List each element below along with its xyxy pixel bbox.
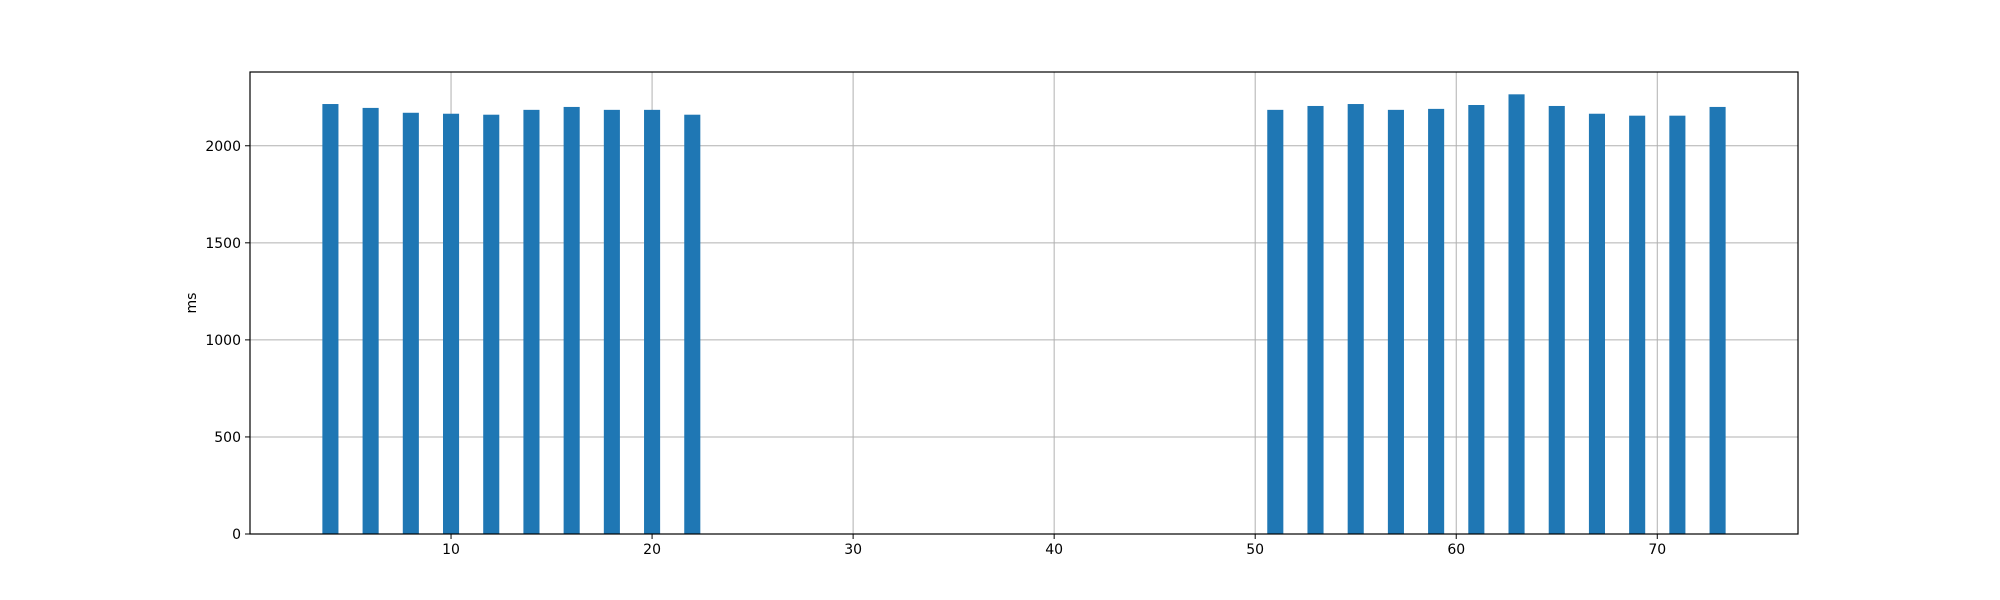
bar-x10 bbox=[442, 113, 460, 534]
bar-x53 bbox=[1307, 105, 1324, 535]
y-tick-label: 2000 bbox=[205, 139, 241, 155]
bar-x51 bbox=[1267, 109, 1284, 535]
bars bbox=[322, 94, 1726, 535]
plot-frame bbox=[249, 71, 1799, 535]
bar-x14 bbox=[523, 109, 540, 535]
x-tick-label: 10 bbox=[442, 542, 460, 558]
bar-x22 bbox=[684, 114, 701, 535]
bar-x57 bbox=[1387, 109, 1404, 535]
axis-ticks: 10 20 30 40 50 60 70 0 500 1000 1500 2000 bbox=[205, 139, 1666, 558]
y-axis-label: ms bbox=[184, 293, 200, 314]
x-tick-label: 30 bbox=[844, 542, 862, 558]
x-tick-label: 60 bbox=[1447, 542, 1465, 558]
x-tick-label: 70 bbox=[1648, 542, 1666, 558]
y-tick-label: 1500 bbox=[205, 236, 241, 252]
y-tick-label: 0 bbox=[232, 527, 241, 543]
bar-x67 bbox=[1588, 113, 1606, 534]
x-tick-label: 20 bbox=[643, 542, 661, 558]
bar-x69 bbox=[1629, 115, 1646, 535]
bar-x6 bbox=[362, 107, 379, 534]
bar-x61 bbox=[1468, 105, 1485, 534]
x-tick-label: 50 bbox=[1246, 542, 1264, 558]
bar-x65 bbox=[1548, 105, 1565, 535]
grid-lines bbox=[250, 72, 1798, 535]
y-tick-label: 500 bbox=[214, 430, 241, 446]
bar-x55 bbox=[1347, 104, 1364, 534]
y-tick-label: 1000 bbox=[205, 333, 241, 349]
bar-x12 bbox=[483, 114, 500, 535]
bar-x4 bbox=[322, 104, 339, 534]
bar-x18 bbox=[603, 109, 620, 535]
bar-x16 bbox=[563, 106, 580, 535]
bar-x63 bbox=[1508, 94, 1525, 534]
bar-x73 bbox=[1709, 106, 1726, 535]
bar-x8 bbox=[402, 112, 419, 534]
bar-x71 bbox=[1669, 115, 1686, 535]
bar-x59 bbox=[1428, 108, 1445, 534]
bar-x20 bbox=[644, 109, 661, 535]
x-tick-label: 40 bbox=[1045, 542, 1063, 558]
